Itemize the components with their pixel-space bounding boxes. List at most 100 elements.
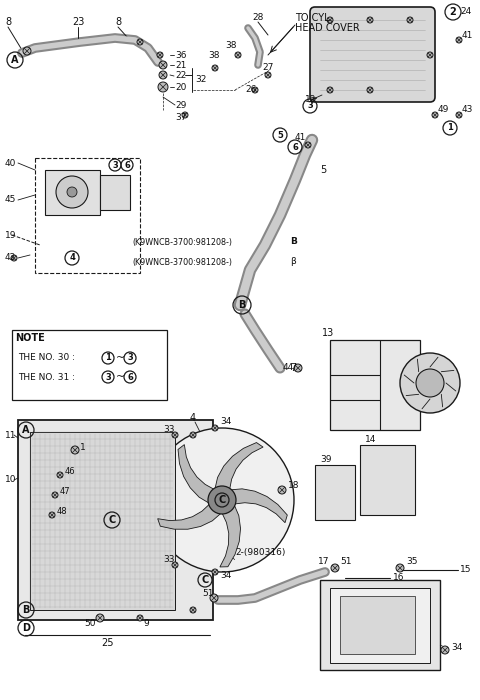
Text: C: C — [108, 515, 116, 525]
Text: 46: 46 — [65, 468, 76, 477]
Circle shape — [305, 142, 311, 148]
Text: B: B — [290, 237, 297, 246]
Text: C: C — [218, 495, 226, 505]
Circle shape — [52, 492, 58, 498]
Circle shape — [172, 432, 178, 438]
Text: 41: 41 — [295, 134, 306, 143]
Bar — [12, 330, 167, 400]
Text: 16: 16 — [393, 573, 405, 582]
Text: 21: 21 — [175, 62, 186, 71]
Text: 43: 43 — [462, 106, 473, 115]
Bar — [45, 170, 100, 215]
Text: A: A — [11, 55, 19, 65]
Circle shape — [172, 562, 178, 568]
Text: 51: 51 — [202, 589, 214, 598]
Text: 34: 34 — [451, 643, 462, 652]
Circle shape — [400, 353, 460, 413]
Text: 41: 41 — [462, 31, 473, 39]
Text: 38: 38 — [208, 50, 219, 60]
Text: 36: 36 — [175, 50, 187, 60]
Text: 44: 44 — [283, 363, 294, 372]
Text: 37: 37 — [175, 113, 187, 122]
Text: THE NO. 30 :: THE NO. 30 : — [18, 354, 75, 363]
Text: 51: 51 — [340, 557, 351, 566]
Circle shape — [327, 17, 333, 23]
Bar — [100, 175, 130, 210]
Circle shape — [157, 52, 163, 58]
Text: 8: 8 — [115, 17, 121, 27]
Circle shape — [212, 569, 218, 575]
Circle shape — [150, 428, 294, 572]
Text: A: A — [22, 425, 30, 435]
Circle shape — [294, 364, 302, 372]
Circle shape — [427, 52, 433, 58]
Circle shape — [327, 87, 333, 93]
Text: ~: ~ — [116, 353, 125, 363]
Text: 3: 3 — [112, 160, 118, 169]
Text: 7: 7 — [290, 363, 296, 373]
Bar — [360, 445, 415, 515]
Circle shape — [57, 472, 63, 478]
Text: 14: 14 — [365, 435, 376, 444]
Text: 22: 22 — [175, 71, 186, 80]
Text: 8: 8 — [5, 17, 11, 27]
Text: 33: 33 — [163, 556, 175, 564]
Text: 27: 27 — [262, 64, 274, 73]
Text: TO CYL.: TO CYL. — [295, 13, 333, 23]
Text: 5: 5 — [320, 165, 326, 175]
Text: B: B — [22, 605, 30, 615]
Text: 6: 6 — [127, 372, 133, 382]
Circle shape — [416, 369, 444, 397]
Circle shape — [367, 17, 373, 23]
Text: 34: 34 — [220, 570, 231, 580]
Text: 15: 15 — [460, 566, 471, 575]
Circle shape — [456, 112, 462, 118]
Circle shape — [235, 52, 241, 58]
Text: 3: 3 — [105, 372, 111, 382]
Circle shape — [265, 72, 271, 78]
Circle shape — [367, 87, 373, 93]
Text: 40: 40 — [5, 158, 16, 167]
Circle shape — [190, 607, 196, 613]
Text: D: D — [22, 623, 30, 633]
Circle shape — [252, 87, 258, 93]
Circle shape — [67, 187, 77, 197]
Text: B: B — [238, 300, 246, 310]
Circle shape — [441, 646, 449, 654]
Text: HEAD COVER: HEAD COVER — [295, 23, 360, 33]
Text: 26: 26 — [245, 85, 256, 94]
Text: 39: 39 — [320, 456, 332, 465]
Text: 47: 47 — [60, 487, 71, 496]
Text: 18: 18 — [288, 482, 300, 491]
Text: 4: 4 — [190, 413, 196, 423]
Polygon shape — [178, 444, 216, 504]
Text: 1: 1 — [447, 123, 453, 132]
Text: 2-(980316): 2-(980316) — [235, 549, 286, 557]
Text: THE NO. 31 :: THE NO. 31 : — [18, 372, 75, 382]
Text: 34: 34 — [220, 417, 231, 426]
Text: 2: 2 — [450, 7, 456, 17]
Circle shape — [137, 39, 143, 45]
Text: 24: 24 — [460, 8, 471, 17]
Text: 1: 1 — [105, 354, 111, 363]
Text: 38: 38 — [225, 41, 237, 50]
Circle shape — [212, 65, 218, 71]
FancyBboxPatch shape — [310, 7, 435, 102]
Text: 9: 9 — [143, 620, 149, 629]
Text: 17: 17 — [318, 557, 329, 566]
Circle shape — [432, 112, 438, 118]
Bar — [320, 580, 440, 670]
Text: 32: 32 — [195, 76, 206, 85]
Circle shape — [456, 37, 462, 43]
Text: β: β — [290, 258, 296, 267]
Text: 25: 25 — [102, 638, 114, 648]
Text: (K9WNCB-3700:981208-): (K9WNCB-3700:981208-) — [132, 258, 232, 267]
Text: 50: 50 — [84, 620, 96, 629]
Bar — [315, 465, 355, 520]
Text: 3: 3 — [307, 102, 313, 111]
Circle shape — [182, 112, 188, 118]
Text: ~: ~ — [116, 372, 125, 382]
Circle shape — [11, 255, 17, 261]
Bar — [330, 588, 430, 663]
Text: 35: 35 — [406, 557, 418, 566]
